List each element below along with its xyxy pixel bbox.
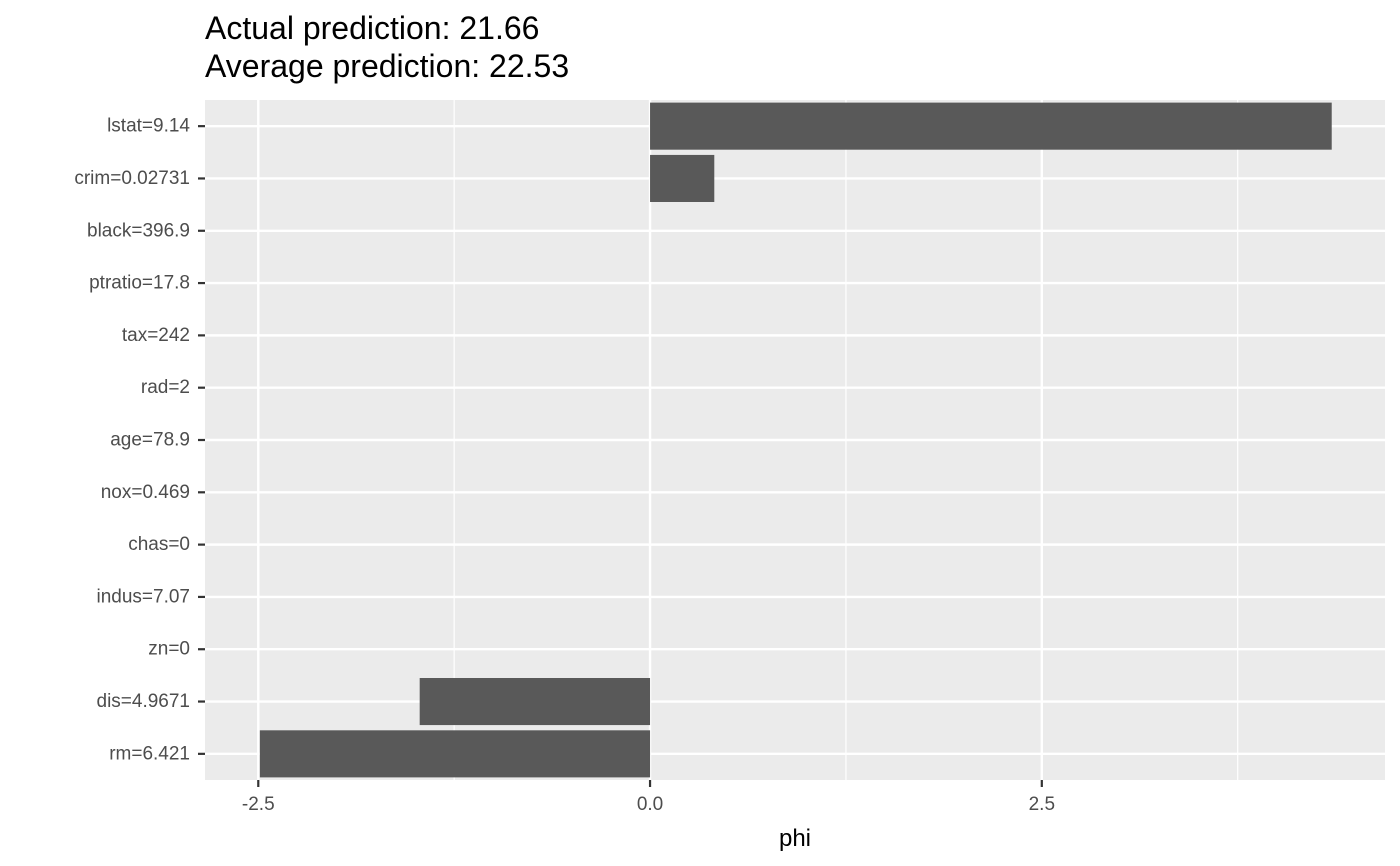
y-tick-label: dis=4.9671 <box>97 691 191 712</box>
bar <box>259 730 651 778</box>
y-tick-label: ptratio=17.8 <box>89 273 190 294</box>
bar <box>650 102 1332 150</box>
x-tick-label: -2.5 <box>242 794 275 815</box>
chart-title-line-1: Actual prediction: 21.66 <box>205 10 540 46</box>
y-tick-label: rm=6.421 <box>109 743 190 764</box>
major-gridlines <box>205 100 1385 780</box>
y-tick-label: indus=7.07 <box>97 586 191 607</box>
bars <box>259 102 1332 778</box>
y-tick-label: zn=0 <box>148 639 190 660</box>
y-tick-label: tax=242 <box>122 325 190 346</box>
bar <box>650 154 715 202</box>
y-tick-label: age=78.9 <box>110 430 190 451</box>
bar <box>419 678 651 726</box>
y-tick-label: black=396.9 <box>87 220 190 241</box>
y-tick-label: crim=0.02731 <box>74 168 190 189</box>
x-axis: -2.5 0.0 2.5 <box>242 780 1055 815</box>
y-tick-label: rad=2 <box>141 377 190 398</box>
y-tick-label: lstat=9.14 <box>107 116 190 137</box>
y-tick-label: chas=0 <box>128 534 190 555</box>
x-tick-label: 0.0 <box>637 794 663 815</box>
chart-title-line-2: Average prediction: 22.53 <box>205 48 570 84</box>
x-tick-label: 2.5 <box>1029 794 1055 815</box>
y-axis: lstat=9.14 crim=0.02731 black=396.9 ptratio… <box>74 116 205 764</box>
x-axis-title: phi <box>779 825 811 852</box>
y-tick-label: nox=0.469 <box>101 482 190 503</box>
